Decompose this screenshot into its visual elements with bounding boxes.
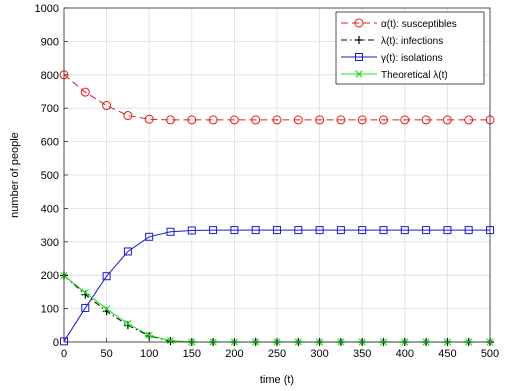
series-2 (60, 226, 494, 346)
legend-marker (354, 18, 364, 28)
data-point (336, 226, 345, 235)
data-point (102, 101, 112, 111)
data-point (422, 226, 431, 235)
data-point (251, 115, 261, 125)
data-point (442, 115, 452, 125)
series-line (63, 74, 490, 121)
data-point (273, 226, 281, 235)
legend-marker (355, 53, 363, 61)
data-point (294, 226, 303, 235)
x-tick-label: 350 (353, 348, 371, 360)
x-tick-label: 300 (310, 348, 328, 360)
data-point (123, 247, 132, 256)
data-point (166, 227, 175, 236)
data-point (358, 226, 367, 235)
y-tick-label: 100 (41, 304, 59, 316)
data-point (103, 305, 111, 313)
legend-label: α(t): susceptibles (381, 19, 457, 30)
x-tick-label: 50 (100, 348, 112, 360)
legend-entry: α(t): susceptibles (341, 18, 457, 30)
x-tick-label: 400 (396, 348, 414, 360)
y-tick-label: 700 (41, 103, 59, 115)
y-tick-label: 500 (41, 170, 59, 182)
y-tick-label: 300 (41, 237, 59, 249)
data-point (144, 114, 154, 124)
data-point (336, 115, 346, 125)
data-point (208, 115, 218, 125)
x-tick-label: 200 (225, 348, 243, 360)
data-point (251, 226, 260, 235)
legend-marker (355, 36, 363, 44)
y-tick-label: 1000 (35, 3, 59, 15)
data-point (443, 226, 452, 235)
y-tick-label: 800 (41, 70, 59, 82)
x-tick-label: 250 (268, 348, 286, 360)
data-point (400, 226, 409, 235)
y-tick-label: 400 (41, 203, 59, 215)
legend-entry: Theoretical λ(t) (341, 70, 448, 81)
x-tick-label: 150 (183, 348, 201, 360)
legend-entry: γ(t): isolations (341, 53, 443, 64)
x-axis-label: time (t) (260, 374, 294, 386)
ticks: 0 50 100 150 200 250 300 350 400 450 500 0 100 200 300… (35, 3, 500, 360)
x-tick-label: 500 (481, 348, 499, 360)
data-point (315, 226, 324, 235)
data-point (230, 226, 239, 235)
data-point (272, 115, 282, 125)
data-point (229, 115, 239, 125)
legend-label: Theoretical λ(t) (381, 70, 448, 81)
data-point (124, 320, 132, 328)
x-tick-label: 100 (140, 348, 158, 360)
data-point (187, 115, 197, 125)
data-point (379, 115, 388, 125)
data-point (293, 115, 303, 125)
data-point (166, 337, 175, 345)
data-point (81, 288, 89, 297)
series-0 (59, 70, 495, 125)
data-point (209, 226, 218, 235)
y-tick-label: 600 (41, 137, 59, 149)
legend-label: γ(t): isolations (381, 53, 443, 64)
data-point (187, 226, 196, 235)
legend-label: λ(t): infections (381, 36, 443, 47)
y-tick-label: 0 (53, 337, 59, 349)
data-point (464, 226, 473, 235)
data-point (421, 115, 431, 125)
data-point (464, 115, 474, 125)
data-point (145, 232, 154, 241)
data-point (379, 226, 388, 235)
data-point (400, 115, 410, 125)
data-point (315, 115, 325, 125)
data-point (123, 111, 133, 121)
data-point (80, 87, 90, 97)
series-line (63, 229, 490, 342)
x-tick-label: 450 (438, 348, 456, 360)
legend-marker (355, 70, 363, 78)
data-point (102, 272, 111, 281)
data-point (81, 303, 90, 312)
legend-entry: λ(t): infections (341, 36, 443, 47)
y-axis-label: number of people (9, 132, 21, 218)
data-point (357, 115, 367, 125)
data-point (166, 115, 175, 125)
data-point (145, 331, 153, 339)
y-tick-label: 200 (41, 270, 59, 282)
legend: α(t): susceptibles λ(t): infections γ(t): … (335, 11, 485, 85)
y-tick-label: 900 (41, 36, 59, 48)
x-tick-label: 0 (61, 348, 67, 360)
